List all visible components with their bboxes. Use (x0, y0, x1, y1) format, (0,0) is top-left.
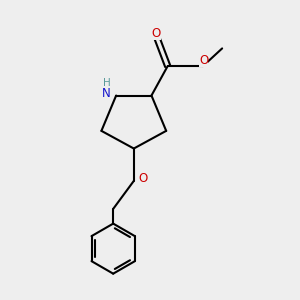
Text: N: N (102, 87, 111, 100)
Text: H: H (103, 78, 111, 88)
Text: O: O (138, 172, 147, 185)
Text: O: O (152, 27, 161, 40)
Text: O: O (199, 54, 208, 67)
